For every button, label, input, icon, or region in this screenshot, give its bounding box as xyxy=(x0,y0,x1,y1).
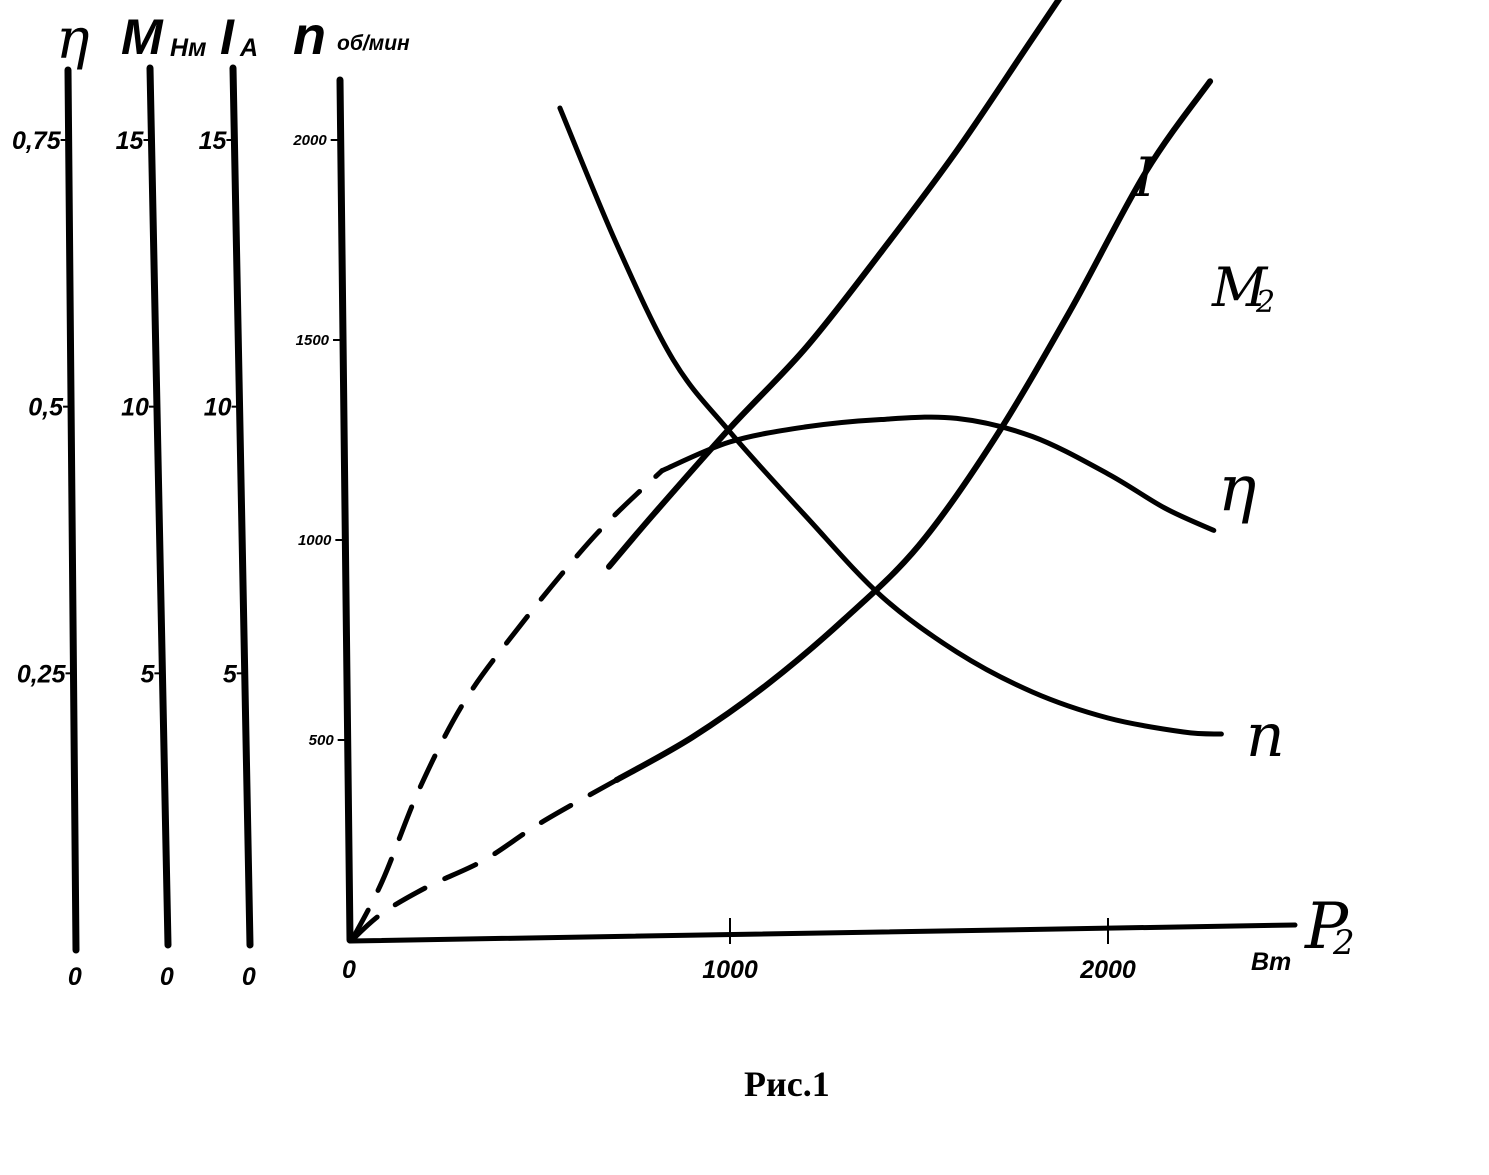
curve-M2-dashed xyxy=(349,777,620,943)
label-curve-M2-sub: 2 xyxy=(1255,285,1275,320)
x-axis-unit: Вт xyxy=(1251,948,1291,976)
x-axis-label-sub: 2 xyxy=(1332,923,1355,963)
current-axis-line xyxy=(229,64,254,949)
label-curve-M2: M xyxy=(1211,256,1269,319)
torque-tick-label: 5 xyxy=(141,660,156,688)
curve-M2-solid xyxy=(613,78,1214,783)
current-tick-label: 0 xyxy=(242,963,256,991)
eta-tick-label: 0,75 xyxy=(12,127,62,155)
current-tick-label: 15 xyxy=(199,127,228,155)
axes-layer xyxy=(64,64,1298,954)
torque-axis-line xyxy=(146,64,172,949)
label-curve-n: n xyxy=(1246,701,1285,771)
eta-axis-symbol: η xyxy=(56,7,90,72)
torque-tick-label: 0 xyxy=(160,963,174,991)
curve-eta-solid xyxy=(659,414,1217,533)
eta-tick-label: 0,5 xyxy=(28,394,64,422)
torque-tick-label: 10 xyxy=(121,394,149,422)
speed-axis-unit: об/мин xyxy=(337,32,410,55)
torque-tick-label: 15 xyxy=(116,127,145,155)
eta-axis-line xyxy=(64,66,80,954)
speed-tick-label: 1500 xyxy=(296,332,330,349)
current-tick-label: 10 xyxy=(204,394,232,422)
x-axis-label-main: P xyxy=(1304,890,1349,964)
torque-axis-unit: Нм xyxy=(170,34,207,62)
figure-caption: Рис.1 xyxy=(744,1064,830,1104)
current-axis-symbol: I xyxy=(220,9,235,65)
label-curve-I: I xyxy=(1133,146,1157,209)
speed-tick-label: 2000 xyxy=(292,132,327,149)
speed-axis-symbol: n xyxy=(293,6,326,66)
curve-eta-dashed xyxy=(349,468,665,943)
curve-n-solid xyxy=(557,105,1224,737)
curves-layer xyxy=(349,0,1224,943)
speed-tick-label: 1000 xyxy=(298,532,332,549)
x-axis-line xyxy=(347,922,1298,944)
label-curve-eta: η xyxy=(1218,452,1256,526)
eta-tick-label: 0,25 xyxy=(17,660,67,688)
x-tick-label: 1000 xyxy=(702,956,758,984)
speed-tick-label: 0 xyxy=(342,956,356,984)
speed-tick-label: 500 xyxy=(309,732,335,749)
ticks-layer: 0,75 0,5 0,25 0 15 10 5 0 15 10 5 0 2000 1500 1000 500 0… xyxy=(12,127,1136,991)
x-tick-label: 2000 xyxy=(1079,956,1136,984)
current-tick-label: 5 xyxy=(223,660,238,688)
speed-axis-line xyxy=(336,76,354,944)
eta-tick-label: 0 xyxy=(68,963,82,991)
current-axis-unit: A xyxy=(239,34,258,62)
curve-I-solid xyxy=(606,0,1063,570)
torque-axis-symbol: M xyxy=(121,9,164,65)
